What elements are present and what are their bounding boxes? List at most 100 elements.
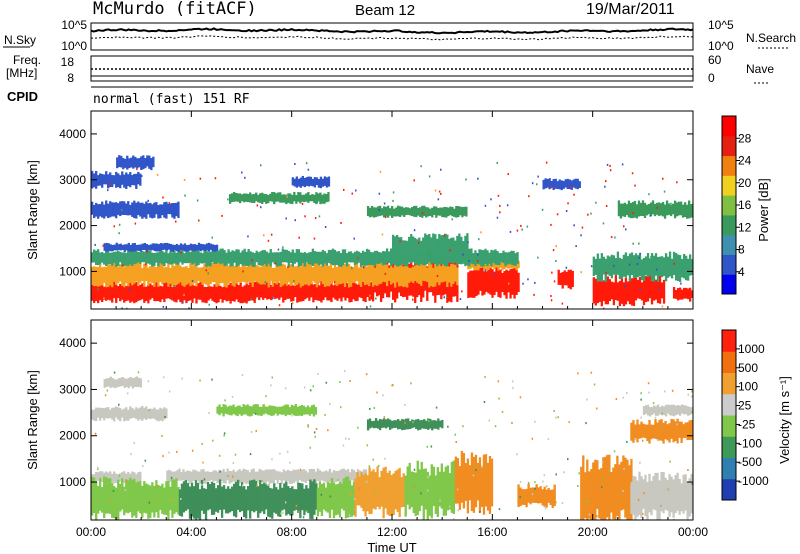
nsearch-line [91,35,694,41]
noise-speck [265,259,268,262]
scatter-cell [412,472,415,513]
scatter-cell [249,480,252,519]
scatter-cell [137,481,140,512]
scatter-cell [443,206,446,218]
scatter-cell [294,282,297,298]
scatter-cell [315,192,318,205]
noise-speck [585,422,587,425]
scatter-cell [580,466,583,520]
noise-speck [249,453,252,456]
scatter-cell [392,267,395,284]
scatter-cell [309,251,313,265]
scatter-cell [359,261,363,287]
scatter-cell [432,466,435,507]
scatter-cell [305,262,309,285]
scatter-cell [312,469,316,482]
scatter-cell [311,194,314,202]
scatter-cell [95,250,98,266]
noise-speck [382,394,384,397]
scatter-cell [592,256,595,276]
scatter-cell [458,466,462,510]
scatter-cell [448,266,451,283]
noise-speck [590,371,593,374]
noise-speck [476,253,479,256]
scatter-cell [417,418,420,431]
scatter-cell [298,281,301,302]
scatter-cell [488,252,491,264]
noise-speck [130,453,132,456]
noise-speck [498,397,500,400]
scatter-cell [121,409,124,418]
scatter-cell [393,208,396,217]
scatter-cell [177,487,180,515]
scatter-cell [592,277,595,304]
noise-speck [573,193,575,196]
noise-speck [654,416,657,419]
scatter-cell [366,281,369,298]
scatter-cell [525,488,528,508]
scatter-cell [287,193,290,203]
scatter-cell [97,266,100,287]
scatter-cell [137,171,140,185]
scatter-cell [213,284,216,303]
scatter-cell [656,404,660,416]
noise-speck [337,510,339,512]
scatter-cell [261,192,264,204]
noise-speck [613,450,616,453]
noise-speck [421,212,424,215]
scatter-cell [207,282,210,301]
scatter-cell [652,255,656,282]
noise-speck [545,161,548,164]
noise-speck [212,439,214,442]
scatter-cell [113,486,116,519]
noise-speck [687,393,690,396]
noise-speck [650,256,652,258]
scatter-cell [111,202,114,217]
scatter-cell [446,234,449,257]
scatter-cell [622,254,626,277]
scatter-cell [297,267,300,284]
scatter-cell [569,269,572,290]
scatter-cell [99,407,102,421]
scatter-cell [406,466,409,505]
scatter-cell [381,251,385,266]
scatter-cell [125,479,128,513]
noise-speck [126,392,129,395]
scatter-cell [216,471,219,484]
noise-speck [632,212,634,215]
scatter-cell [502,250,505,264]
noise-speck [412,298,414,301]
scatter-cell [301,261,305,286]
scatter-cell [196,483,200,519]
scatter-cell [327,249,331,263]
scatter-cell [311,267,315,282]
scatter-cell [319,192,322,205]
scatter-cell [437,208,440,216]
scatter-cell [529,487,532,505]
scatter-cell [103,243,106,251]
scatter-cell [475,266,478,296]
scatter-cell [149,250,152,265]
colorbar-tick-label: 8 [738,243,745,257]
scatter-cell [264,469,267,484]
scatter-cell [269,248,272,267]
scatter-cell [203,286,206,303]
scatter-cell [477,268,480,295]
scatter-cell [218,404,221,416]
scatter-cell [223,286,226,301]
scatter-cell [436,263,439,283]
noise-speck [531,493,534,496]
scatter-cell [241,264,244,282]
cpid-description: normal (fast) 151 RF [93,92,250,107]
scatter-cell [517,484,520,508]
scatter-cell [375,262,379,286]
scatter-cell [442,234,445,261]
noise-speck [481,465,483,468]
scatter-cell [256,281,259,298]
scatter-cell [125,473,128,481]
scatter-cell [280,472,283,484]
scatter-cell [268,405,271,416]
scatter-cell [131,471,134,482]
scatter-cell [668,404,672,416]
scatter-cell [165,266,168,283]
